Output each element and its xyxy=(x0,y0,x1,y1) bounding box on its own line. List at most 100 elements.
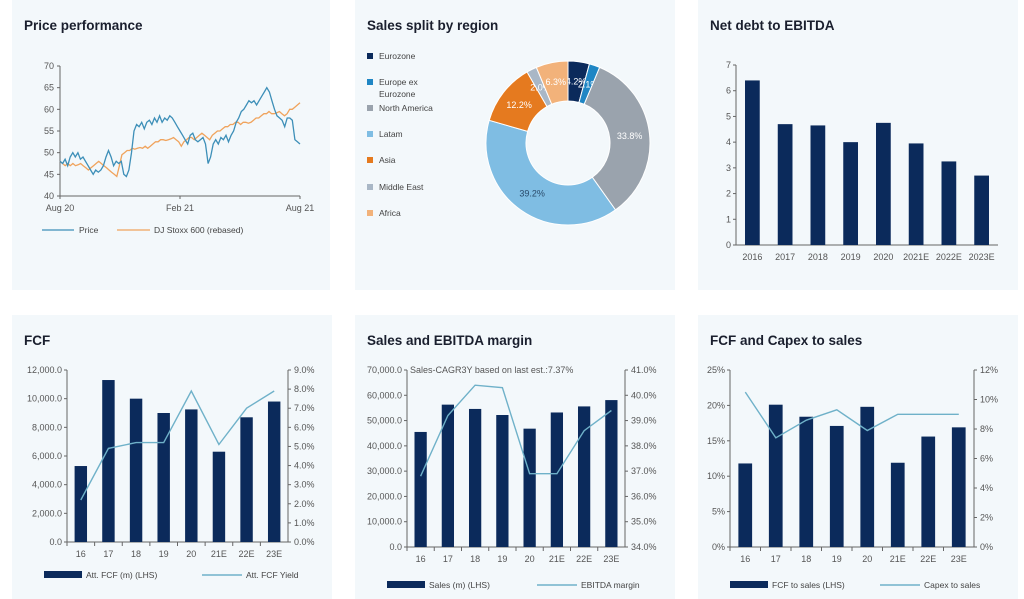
y2-tick-label: 39.0% xyxy=(631,416,657,426)
y2-tick-label: 35.0% xyxy=(631,517,657,527)
x-tick-label: 22E xyxy=(920,554,936,564)
y-tick-label: 6,000.0 xyxy=(32,451,62,461)
x-tick-label: Aug 20 xyxy=(46,203,75,213)
pie-slice-north-america xyxy=(583,66,651,211)
y-tick-label: 40 xyxy=(44,191,54,201)
y2-tick-label: 3.0% xyxy=(294,480,315,490)
y-tick-label: 15% xyxy=(707,436,725,446)
pie-slice-latam xyxy=(485,119,617,226)
y2-tick-label: 8.0% xyxy=(294,384,315,394)
x-tick-label: 16 xyxy=(76,549,86,559)
y2-tick-label: 12% xyxy=(980,365,998,375)
y2-tick-label: 34.0% xyxy=(631,542,657,552)
legend-swatch xyxy=(367,53,373,59)
x-tick-label: 23E xyxy=(266,549,282,559)
price-title: Price performance xyxy=(24,18,143,33)
y2-tick-label: 7.0% xyxy=(294,403,315,413)
y2-tick-label: 4% xyxy=(980,483,993,493)
x-tick-label: 19 xyxy=(497,554,507,564)
region-panel: Sales split by region Eurozone Europe ex E… xyxy=(355,0,675,290)
capex-panel: FCF and Capex to sales 0% 5% 10% 15% 20% 25% 1… xyxy=(698,315,1018,599)
y-tick-label: 50 xyxy=(44,148,54,158)
capex-chart: 0% 5% 10% 15% 20% 25% 16 17 18 19 20 21E 22E 23E 0% 2% 4… xyxy=(707,365,998,590)
bar-23E xyxy=(267,401,281,542)
bar-19 xyxy=(157,413,170,542)
y-tick-label: 12,000.0 xyxy=(27,365,62,375)
bar-2019 xyxy=(843,142,858,245)
series-line-price xyxy=(59,86,301,178)
y-tick-label: 70,000.0 xyxy=(367,365,402,375)
y2-tick-label: 1.0% xyxy=(294,518,315,528)
legend-label-bar: Sales (m) (LHS) xyxy=(429,580,490,590)
legend-label-line: Att. FCF Yield xyxy=(246,570,299,580)
series-line xyxy=(80,389,275,501)
y-tick-label: 45 xyxy=(44,169,54,179)
x-tick-label: 2019 xyxy=(841,252,861,262)
x-tick-label: 17 xyxy=(771,554,781,564)
legend-label: Eurozone xyxy=(379,89,416,99)
y2-tick-label: 6% xyxy=(980,454,993,464)
legend-label-line: Capex to sales xyxy=(924,580,980,590)
pie-data-label: 39.2% xyxy=(519,189,545,199)
x-tick-label: 20 xyxy=(186,549,196,559)
legend-swatch xyxy=(367,105,373,111)
y-tick-label: 60 xyxy=(44,104,54,114)
x-tick-label: 16 xyxy=(416,554,426,564)
bar-23E xyxy=(951,427,966,547)
legend-swatch xyxy=(367,131,373,137)
bar-19 xyxy=(496,415,509,547)
bar-22E xyxy=(240,417,253,542)
bar-17 xyxy=(441,404,455,547)
y-tick-label: 6 xyxy=(726,86,731,96)
y-tick-label: 20% xyxy=(707,400,725,410)
x-tick-label: 18 xyxy=(801,554,811,564)
pie-data-label: 12.2% xyxy=(506,100,532,110)
y-tick-label: 65 xyxy=(44,83,54,93)
y2-tick-label: 2.0% xyxy=(294,499,315,509)
y2-tick-label: 0% xyxy=(980,542,993,552)
y-tick-label: 10,000.0 xyxy=(367,517,402,527)
price-chart: 40 45 50 55 60 65 70 Aug 20 Feb 21 Aug 21 Price DJ … xyxy=(42,61,314,235)
x-tick-label: 23E xyxy=(603,554,619,564)
x-tick-label: 2023E xyxy=(969,252,995,262)
y-tick-label: 2 xyxy=(726,189,731,199)
x-tick-label: 19 xyxy=(832,554,842,564)
x-tick-label: 18 xyxy=(131,549,141,559)
x-tick-label: 17 xyxy=(103,549,113,559)
legend-swatch xyxy=(367,210,373,216)
bar-22E xyxy=(577,406,591,547)
x-tick-label: 21E xyxy=(211,549,227,559)
y2-tick-label: 4.0% xyxy=(294,461,315,471)
bar-2021E xyxy=(908,143,924,245)
bar-21E xyxy=(890,462,905,547)
y2-tick-label: 37.0% xyxy=(631,466,657,476)
pie-slice-africa xyxy=(535,60,569,105)
price-panel: Price performance 40 45 50 55 60 65 70 Aug 20 Fe… xyxy=(12,0,330,290)
fcf-title: FCF xyxy=(24,333,51,348)
y2-tick-label: 40.0% xyxy=(631,390,657,400)
legend-swatch-bar xyxy=(387,581,425,588)
legend-label-bar: Att. FCF (m) (LHS) xyxy=(86,570,157,580)
bar-2023E xyxy=(974,175,989,245)
pie-data-label: 4.2% xyxy=(566,77,587,87)
y-tick-label: 10% xyxy=(707,471,725,481)
x-tick-label: 20 xyxy=(862,554,872,564)
bar-2016 xyxy=(745,80,760,245)
y-tick-label: 0% xyxy=(712,542,725,552)
pie-data-label: 2.1% xyxy=(578,79,599,89)
annotation: Sales-CAGR3Y based on last est.:7.37% xyxy=(410,365,573,375)
legend-label-bar: FCF to sales (LHS) xyxy=(772,580,845,590)
y-tick-label: 5 xyxy=(726,111,731,121)
x-tick-label: Feb 21 xyxy=(166,203,194,213)
legend-swatch-bar xyxy=(730,581,768,588)
bar-22E xyxy=(921,436,936,547)
y-tick-label: 30,000.0 xyxy=(367,466,402,476)
x-tick-label: 2018 xyxy=(808,252,828,262)
legend-label: Latam xyxy=(379,129,403,139)
y-tick-label: 40,000.0 xyxy=(367,441,402,451)
fcf-panel: FCF 0.0 2,000.0 4,000.0 6,000.0 8,000.0 10,00… xyxy=(12,315,332,599)
bar-17 xyxy=(768,404,783,547)
y-tick-label: 0.0 xyxy=(389,542,402,552)
x-tick-label: 21E xyxy=(549,554,565,564)
x-tick-label: 2020 xyxy=(873,252,893,262)
